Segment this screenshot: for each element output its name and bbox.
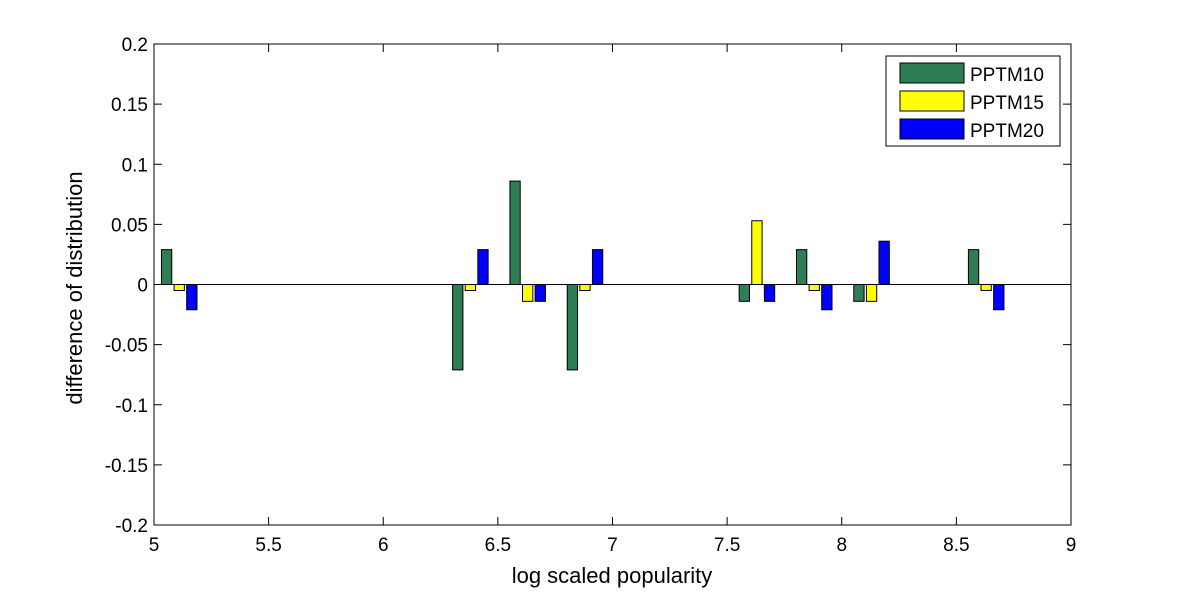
bar-pptm20	[186, 284, 198, 311]
bar-pptm10	[566, 284, 579, 371]
x-tick-label: 5.5	[255, 535, 281, 556]
x-tick-label: 7.5	[714, 535, 740, 556]
bar-pptm10	[795, 249, 808, 286]
bar-pptm15	[808, 284, 820, 292]
y-tick-label: 0	[137, 276, 148, 297]
bar-pptm20	[477, 249, 489, 286]
bar-pptm20	[821, 284, 833, 311]
bar-pptm15	[579, 284, 591, 292]
y-axis-label: difference of distribution	[62, 171, 87, 404]
y-tick-label: 0.1	[122, 155, 148, 176]
legend-label: PPTM20	[970, 121, 1044, 142]
bar-pptm10	[853, 284, 865, 302]
y-tick-label: 0.05	[111, 215, 148, 236]
x-tick-label: 8	[836, 535, 847, 556]
x-axis-ticks: 5 5.5 6 6.5 7 7.5 8 8.5 9	[149, 44, 1077, 556]
bar-pptm20	[993, 284, 1005, 311]
bar-pptm15	[751, 220, 763, 285]
bar-pptm20	[878, 240, 890, 286]
x-axis-label: log scaled popularity	[512, 563, 713, 588]
y-tick-label: -0.05	[105, 336, 148, 357]
x-tick-label: 9	[1066, 535, 1077, 556]
legend-label: PPTM10	[970, 65, 1044, 86]
x-tick-label: 6	[378, 535, 389, 556]
x-tick-label: 8.5	[943, 535, 969, 556]
bar-pptm20	[534, 284, 546, 302]
y-tick-label: -0.15	[105, 456, 148, 477]
bar-pptm10	[738, 284, 750, 302]
bar-pptm20	[591, 249, 604, 286]
x-tick-label: 6.5	[485, 535, 511, 556]
bar-pptm10	[452, 284, 464, 371]
legend-swatch	[899, 118, 965, 140]
bar-pptm10	[967, 249, 980, 286]
bar-pptm10	[160, 249, 173, 286]
bar-pptm15	[522, 284, 534, 302]
x-tick-label: 5	[149, 535, 160, 556]
bar-pptm15	[464, 284, 477, 292]
y-tick-label: 0.2	[122, 35, 148, 56]
y-tick-label: -0.1	[115, 396, 148, 417]
bar-pptm15	[980, 284, 992, 292]
bar-pptm20	[763, 284, 776, 302]
y-tick-label: 0.15	[111, 95, 148, 116]
legend-label: PPTM15	[970, 93, 1044, 114]
legend-swatch	[899, 62, 965, 84]
bar-pptm15	[173, 284, 185, 292]
legend-swatch	[899, 90, 965, 112]
bar-pptm15	[865, 284, 878, 302]
bar-pptm10	[509, 180, 521, 286]
bars-layer	[160, 180, 1005, 371]
y-axis-ticks: 0.2 0.15 0.1 0.05 0 -0.05 -0.1 -0.15 -0.2	[105, 35, 1071, 537]
y-tick-label: -0.2	[115, 516, 148, 537]
x-tick-label: 7	[607, 535, 618, 556]
legend: PPTM10 PPTM15 PPTM20	[885, 55, 1061, 147]
